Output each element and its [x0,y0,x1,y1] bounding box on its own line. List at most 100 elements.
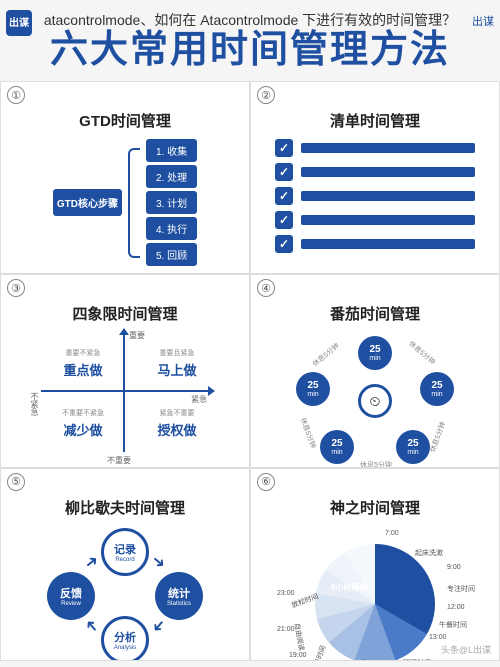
panel-title: 番茄时间管理 [259,303,491,324]
check-icon: ✓ [275,235,293,253]
pie-label: 19:00 [289,652,307,659]
quad-label: 紧急不重要 [160,408,195,418]
pomodoro-arc-label: 休息5分钟 [428,421,448,454]
pie-label: 午餐时间 [439,620,467,630]
gtd-diagram: GTD核心步骤 1. 收集 2. 处理 3. 计划 4. 执行 5. 回顾 [9,139,241,266]
lyub-node-record: 记录Record [101,528,149,576]
lyub-node-review: 反馈Review [47,572,95,620]
check-icon: ✓ [275,139,293,157]
gtd-steps: 1. 收集 2. 处理 3. 计划 4. 执行 5. 回顾 [146,139,197,266]
quadrant-3: 不重要不紧急减少做 [45,398,121,448]
pie-label: 晚餐时间 [310,644,329,661]
checklist-row: ✓ [275,139,475,157]
panel-checklist: ② 清单时间管理 ✓ ✓ ✓ ✓ ✓ [250,81,500,274]
checklist-row: ✓ [275,163,475,181]
panel-num: ④ [257,279,275,297]
quadrant-1: 重要不紧急重点做 [45,338,121,388]
pomodoro-arc-label: 休息5分钟 [407,339,438,367]
panel-lyubishchev: ⑤ 柳比歇夫时间管理 记录Record 统计Statistics 分析Analy… [0,468,250,661]
overlay-text: atacontrolmode、如何在 Atacontrolmode 下进行有效的… [44,12,456,28]
pomodoro-diagram: ⏲ 25min 25min 25min 25min 25min 休息5分钟 休息… [290,332,460,467]
cycle-arrow-icon: ➜ [80,550,103,574]
quad-main: 马上做 [157,360,196,379]
axis-horizontal [41,390,211,392]
pomodoro-arc-label: 休息5分钟 [360,460,392,467]
header-overlay: 出谋 atacontrolmode、如何在 Atacontrolmode 下进行… [0,4,500,37]
quad-label: 重要不紧急 [66,348,101,358]
pie-diagram: 8小时睡眠 7:00起床洗漱9:00专注时间12:00午餐时间13:00睡眠时间… [275,526,475,661]
pie-label: 9:00 [447,564,461,571]
quad-main: 重点做 [63,360,102,379]
axis-label-left: 不紧急 [29,392,40,416]
pie-label: 13:00 [429,634,447,641]
check-line [301,239,475,249]
checklist-row: ✓ [275,187,475,205]
quad-label: 重要且紧急 [160,348,195,358]
check-icon: ✓ [275,211,293,229]
quad-main: 减少做 [63,420,102,439]
lyubishchev-diagram: 记录Record 统计Statistics 分析Analysis 反馈Revie… [35,526,215,661]
panel-title: 四象限时间管理 [9,303,241,324]
axis-vertical [123,332,125,452]
check-line [301,167,475,177]
lyub-node-analysis: 分析Analysis [101,616,149,661]
panel-title: 神之时间管理 [259,497,491,518]
pomodoro-timer: 25min [358,336,392,370]
pie-label: 专注时间 [447,584,475,594]
panel-num: ③ [7,279,25,297]
checklist-row: ✓ [275,235,475,253]
check-line [301,215,475,225]
cycle-arrow-icon: ➜ [80,614,104,637]
pie-label: 起床洗漱 [415,548,443,558]
check-line [301,191,475,201]
pie-label: 7:00 [385,530,399,537]
gtd-step: 2. 处理 [146,165,197,188]
cycle-arrow-icon: ➜ [147,550,170,574]
pomodoro-timer: 25min [320,430,354,464]
panel-num: ① [7,86,25,104]
gtd-step: 5. 回顾 [146,243,197,266]
pie-label: 23:00 [277,590,295,597]
pomodoro-timer: 25min [396,430,430,464]
panel-title: 柳比歇夫时间管理 [9,497,241,518]
gtd-step: 1. 收集 [146,139,197,162]
pie-label: 12:00 [447,604,465,611]
checklist-diagram: ✓ ✓ ✓ ✓ ✓ [259,139,491,253]
panel-title: GTD时间管理 [9,110,241,131]
watermark: 头条@L出谋 [441,643,491,656]
panel-num: ② [257,86,275,104]
quadrant-4: 紧急不重要授权做 [139,398,215,448]
logo-badge: 出谋 [6,10,32,36]
axis-label-right: 紧急 [191,394,207,405]
cycle-arrow-icon: ➜ [146,614,170,637]
quad-label: 不重要不紧急 [62,408,104,418]
panel-gtd: ① GTD时间管理 GTD核心步骤 1. 收集 2. 处理 3. 计划 4. 执… [0,81,250,274]
pomodoro-timer: 25min [296,372,330,406]
panel-title: 清单时间管理 [259,110,491,131]
pomodoro-center-icon: ⏲ [358,384,392,418]
panel-quadrants: ③ 四象限时间管理 重要不紧急重点做 重要且紧急马上做 不重要不紧急减少做 紧急… [0,274,250,467]
checklist-row: ✓ [275,211,475,229]
check-line [301,143,475,153]
header-tag: 出谋 [472,14,494,31]
gtd-step: 3. 计划 [146,191,197,214]
pomodoro-arc-label: 休息5分钟 [311,341,342,369]
lyub-node-statistics: 统计Statistics [155,572,203,620]
panel-num: ⑤ [7,473,25,491]
arrow-up-icon [119,328,129,335]
axis-label-top: 重要 [129,330,145,341]
panel-god-time: ⑥ 神之时间管理 8小时睡眠 7:00 起床洗漱 9:00 专注时间 12:00 午餐时间… [250,468,500,661]
panel-pomodoro: ④ 番茄时间管理 ⏲ 25min 25min 25min 25min 25min… [250,274,500,467]
pomodoro-timer: 25min [420,372,454,406]
axis-label-bottom: 不重要 [107,455,131,466]
quadrant-diagram: 重要不紧急重点做 重要且紧急马上做 不重要不紧急减少做 紧急不重要授权做 重要 … [35,332,215,462]
check-icon: ✓ [275,187,293,205]
gtd-step: 4. 执行 [146,217,197,240]
panel-grid: ① GTD时间管理 GTD核心步骤 1. 收集 2. 处理 3. 计划 4. 执… [0,81,500,661]
gtd-bracket [128,148,140,258]
pie-center-label: 8小时睡眠 [331,582,367,593]
gtd-core-label: GTD核心步骤 [53,189,122,216]
quadrant-2: 重要且紧急马上做 [139,338,215,388]
pomodoro-arc-label: 休息5分钟 [298,417,318,450]
panel-num: ⑥ [257,473,275,491]
